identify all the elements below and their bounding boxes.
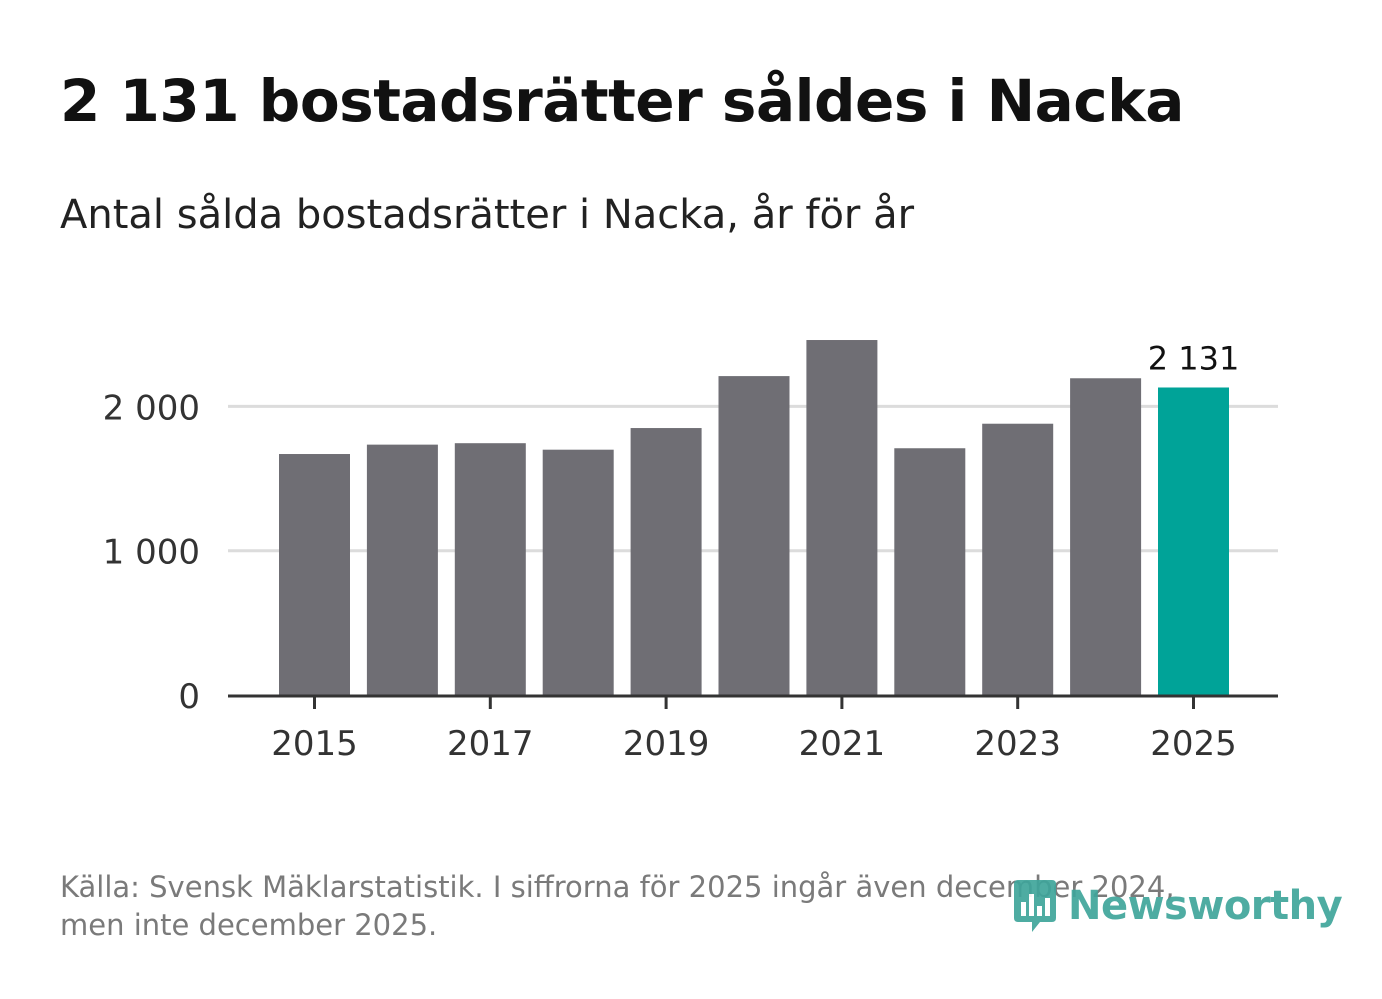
x-tick-label: 2019 [623,724,710,764]
bar-2015 [279,454,350,695]
bar-2018 [542,449,614,695]
chart-title: 2 131 bostadsrätter såldes i Nacka [60,67,1184,135]
footnote-line-2: men inte december 2025. [60,908,438,942]
bar-2016 [366,444,438,695]
bar-2023 [982,423,1054,695]
axes [228,694,1278,709]
bar-2021 [806,340,878,695]
data-label: 2 131 [1148,339,1240,377]
newsworthy-logo-icon [1014,880,1056,932]
bar-2025 [1158,387,1229,695]
bar-chart: 0 1 000 2 000 2015 2017 2019 2021 2023 2025 2 131 [103,339,1278,764]
newsworthy-logo: Newsworthy [1010,878,1343,934]
bar-2017 [454,443,526,695]
bars [279,340,1229,695]
x-tick-label: 2023 [974,724,1061,764]
y-tick-label: 0 [178,677,200,717]
x-tick-label: 2025 [1150,724,1237,764]
bar-2019 [630,428,702,695]
y-tick-label: 2 000 [103,388,200,428]
labels: 0 1 000 2 000 2015 2017 2019 2021 2023 2025 2 131 [103,339,1240,764]
bar-2024 [1070,378,1142,695]
logo-text: Newsworthy [1068,883,1343,929]
x-tick-label: 2015 [271,724,358,764]
y-tick-label: 1 000 [103,533,200,573]
x-tick-label: 2017 [447,724,534,764]
footnote-line-1: Källa: Svensk Mäklarstatistik. I siffror… [60,870,1175,904]
source-footnote: Källa: Svensk Mäklarstatistik. I siffror… [60,868,1260,944]
bar-2020 [718,376,790,695]
x-tick-label: 2021 [799,724,886,764]
bar-2022 [894,448,966,695]
chart-subtitle: Antal sålda bostadsrätter i Nacka, år fö… [60,192,915,238]
